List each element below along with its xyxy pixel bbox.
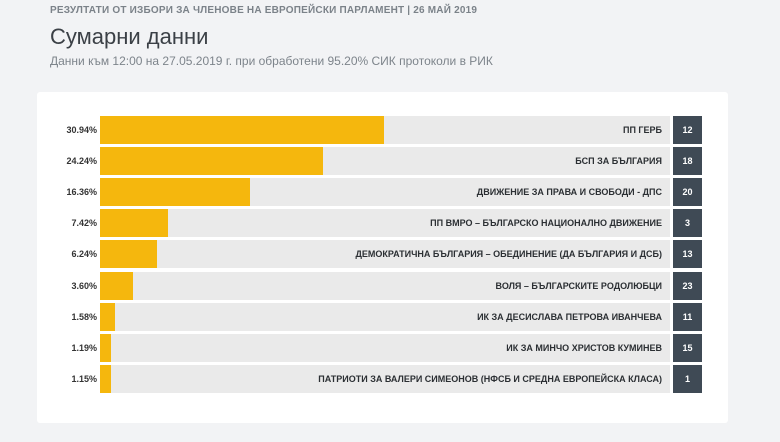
result-row: 30.94% ПП ГЕРБ 12: [37, 116, 728, 144]
bar-track: ВОЛЯ – БЪЛГАРСКИТЕ РОДОЛЮБЦИ: [100, 271, 670, 300]
party-name: ПАТРИОТИ ЗА ВАЛЕРИ СИМЕОНОВ (НФСБ И СРЕД…: [318, 373, 662, 384]
page-supertitle: РЕЗУЛТАТИ ОТ ИЗБОРИ ЗА ЧЛЕНОВЕ НА ЕВРОПЕ…: [50, 5, 478, 16]
bar-track: ПП ВМРО – БЪЛГАРСКО НАЦИОНАЛНО ДВИЖЕНИЕ: [100, 209, 670, 238]
value-label: 1.19%: [71, 342, 97, 353]
result-row: 1.58% ИК ЗА ДЕСИСЛАВА ПЕТРОВА ИВАНЧЕВА 11: [37, 302, 728, 331]
ballot-number-badge: 23: [673, 271, 702, 300]
value-label: 16.36%: [66, 187, 97, 198]
value-label: 1.15%: [71, 373, 97, 384]
result-row: 7.42% ПП ВМРО – БЪЛГАРСКО НАЦИОНАЛНО ДВИЖ…: [37, 209, 728, 238]
result-row: 16.36% ДВИЖЕНИЕ ЗА ПРАВА И СВОБОДИ - ДПС 2…: [37, 178, 728, 207]
bar-track: ПАТРИОТИ ЗА ВАЛЕРИ СИМЕОНОВ (НФСБ И СРЕД…: [100, 364, 670, 393]
bar: [100, 333, 111, 362]
bar-track: ИК ЗА ДЕСИСЛАВА ПЕТРОВА ИВАНЧЕВА: [100, 302, 670, 331]
party-name: ДВИЖЕНИЕ ЗА ПРАВА И СВОБОДИ - ДПС: [476, 187, 662, 198]
results-panel: 30.94% ПП ГЕРБ 12 24.24% БСП ЗА БЪЛГАРИЯ 18 16…: [37, 92, 728, 423]
bar-track: ДВИЖЕНИЕ ЗА ПРАВА И СВОБОДИ - ДПС: [100, 178, 670, 207]
party-name: ПП ГЕРБ: [622, 125, 662, 135]
party-name: ИК ЗА ДЕСИСЛАВА ПЕТРОВА ИВАНЧЕВА: [477, 311, 662, 322]
ballot-number-badge: 3: [673, 209, 702, 238]
ballot-number-badge: 18: [673, 147, 702, 176]
result-row: 1.15% ПАТРИОТИ ЗА ВАЛЕРИ СИМЕОНОВ (НФСБ И…: [37, 364, 728, 393]
ballot-number-badge: 1: [673, 364, 702, 393]
ballot-number-badge: 12: [673, 116, 702, 144]
party-name: ВОЛЯ – БЪЛГАРСКИТЕ РОДОЛЮБЦИ: [495, 280, 662, 291]
result-row: 6.24% ДЕМОКРАТИЧНА БЪЛГАРИЯ – ОБЕДИНЕНИЕ …: [37, 240, 728, 269]
ballot-number-badge: 13: [673, 240, 702, 269]
bar-track: ДЕМОКРАТИЧНА БЪЛГАРИЯ – ОБЕДИНЕНИЕ (ДА Б…: [100, 240, 670, 269]
party-name: БСП ЗА БЪЛГАРИЯ: [575, 156, 662, 167]
bar: [100, 240, 158, 269]
bar: [100, 209, 169, 238]
value-label: 24.24%: [66, 156, 97, 167]
result-row: 24.24% БСП ЗА БЪЛГАРИЯ 18: [37, 147, 728, 176]
value-label: 30.94%: [66, 125, 97, 135]
bar-track: ИК ЗА МИНЧО ХРИСТОВ КУМИНЕВ: [100, 333, 670, 362]
result-row: 3.60% ВОЛЯ – БЪЛГАРСКИТЕ РОДОЛЮБЦИ 23: [37, 271, 728, 300]
bar: [100, 116, 385, 144]
page-title: Сумарни данни: [50, 24, 209, 49]
party-name: ДЕМОКРАТИЧНА БЪЛГАРИЯ – ОБЕДИНЕНИЕ (ДА Б…: [355, 249, 662, 260]
page-header: РЕЗУЛТАТИ ОТ ИЗБОРИ ЗА ЧЛЕНОВЕ НА ЕВРОПЕ…: [50, 4, 750, 69]
bar-track: ПП ГЕРБ: [100, 116, 670, 144]
value-label: 6.24%: [71, 249, 97, 260]
value-label: 3.60%: [71, 280, 97, 291]
ballot-number-badge: 15: [673, 333, 702, 362]
bar: [100, 364, 111, 393]
page-subtitle: Данни към 12:00 на 27.05.2019 г. при обр…: [50, 54, 493, 68]
ballot-number-badge: 20: [673, 178, 702, 207]
party-name: ИК ЗА МИНЧО ХРИСТОВ КУМИНЕВ: [506, 342, 662, 353]
ballot-number-badge: 11: [673, 302, 702, 331]
bar-track: БСП ЗА БЪЛГАРИЯ: [100, 147, 670, 176]
value-label: 1.58%: [71, 311, 97, 322]
bar: [100, 271, 134, 300]
bar: [100, 147, 323, 176]
bar: [100, 178, 251, 207]
result-row: 1.19% ИК ЗА МИНЧО ХРИСТОВ КУМИНЕВ 15: [37, 333, 728, 362]
value-label: 7.42%: [71, 218, 97, 229]
bar: [100, 302, 115, 331]
party-name: ПП ВМРО – БЪЛГАРСКО НАЦИОНАЛНО ДВИЖЕНИЕ: [430, 218, 662, 229]
